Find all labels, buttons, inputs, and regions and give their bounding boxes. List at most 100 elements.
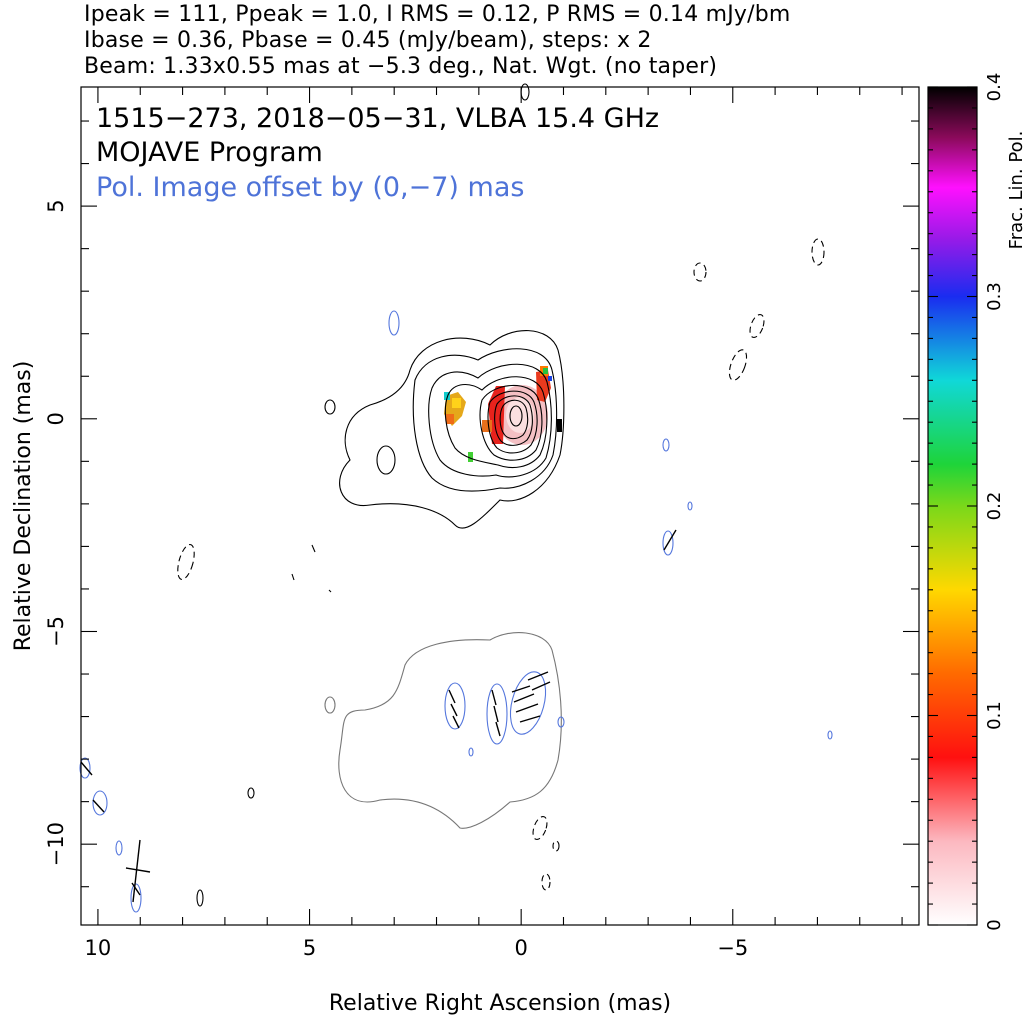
y-tick-label: −5: [44, 616, 68, 647]
pol-total-island: [324, 696, 336, 714]
pol-flux-contours: [79, 310, 833, 913]
evpa-ticks: [80, 529, 677, 903]
pol-contour-10: [827, 730, 833, 740]
neg-contour-3: [811, 238, 825, 266]
pol-contour-4: [557, 716, 565, 728]
pol-contour-9: [662, 530, 674, 556]
pol-contour-14: [79, 757, 91, 779]
pol-contour-2: [486, 683, 508, 745]
evpa-tick: [511, 685, 531, 693]
x-axis-label: Relative Right Ascension (mas): [329, 991, 671, 1016]
evpa-tick: [452, 715, 460, 729]
x-tick-label: 5: [303, 936, 316, 960]
i-contour-5: [479, 384, 543, 461]
neg-contour-2: [693, 262, 707, 282]
evpa-tick: [450, 703, 458, 717]
fpol-patch-west-green: [543, 368, 548, 374]
colorbar-tick-label: 0.1: [984, 701, 1005, 730]
map-subtitle: MOJAVE Program: [96, 137, 323, 168]
fpol-patch-west-blue: [548, 376, 552, 381]
pol-contour-11: [92, 790, 108, 816]
neg-contour-8: [541, 873, 551, 891]
x-tick-label: 10: [85, 936, 112, 960]
fpol-patch-east-knot-orange: [446, 414, 454, 424]
colorbar-label: Frac. Lin. Pol.: [1006, 131, 1027, 250]
y-tick-label: −10: [44, 822, 68, 866]
evpa-tick: [493, 705, 499, 723]
x-tick-label: 0: [514, 936, 527, 960]
pol-contour-3: [509, 671, 547, 735]
header-line-3: Beam: 1.33x0.55 mas at −5.3 deg., Nat. W…: [84, 54, 718, 79]
pol-contour-7: [662, 438, 670, 452]
evpa-tick: [448, 689, 456, 704]
evpa-tick: [131, 882, 141, 896]
i-contour-9: [509, 405, 523, 427]
evpa-tick: [531, 681, 551, 691]
i-contour-4: [444, 376, 548, 469]
neg-contour-4: [749, 313, 765, 339]
i-contour-island-7: [311, 544, 316, 553]
fpol-patch-east-knot-cyan: [444, 392, 450, 400]
pol-total-contour-base: [338, 632, 562, 829]
i-contour-8: [499, 399, 529, 440]
pol-contour-6: [388, 310, 400, 336]
fpol-patch-west: [536, 370, 551, 402]
evpa-tick: [513, 693, 535, 703]
axis-tick-labels: 10 5 0 −5 5 0 −5 −10: [44, 199, 748, 960]
fpol-patch-black-dot: [557, 419, 562, 432]
colorbar-tick-label: 0.3: [984, 282, 1005, 311]
axis-ticks: [81, 87, 919, 925]
pol-contour-1: [444, 682, 466, 730]
neg-contour-5: [728, 349, 748, 381]
pol-offset-note: Pol. Image offset by (0,−7) mas: [96, 172, 524, 203]
neg-contour-7: [552, 840, 560, 852]
y-axis-label: Relative Declination (mas): [11, 361, 36, 652]
pol-contour-12: [115, 840, 123, 856]
i-contour-island-6: [291, 573, 295, 581]
i-contour-3: [428, 363, 552, 478]
i-contour-7: [494, 395, 533, 446]
fpol-patch-band-orange: [482, 420, 492, 432]
i-contour-island-2: [376, 445, 396, 475]
i-contour-island-3: [247, 787, 255, 799]
evpa-tick: [80, 761, 93, 776]
evpa-tick: [92, 799, 105, 813]
evpa-tick: [663, 529, 677, 551]
colorbar-tick-label: 0.4: [984, 73, 1005, 102]
x-tick-label: −5: [717, 936, 748, 960]
colorbar-ticks: 0 0.1 0.2 0.3 0.4: [928, 73, 1005, 931]
negative-contours: [177, 238, 825, 891]
neg-contour-6: [532, 815, 548, 841]
frac-pol-patches: [444, 366, 562, 462]
pol-contour-13: [130, 883, 142, 913]
i-contour-2: [412, 348, 558, 492]
fpol-patch-green-dot: [468, 452, 473, 462]
evpa-tick: [132, 839, 141, 903]
evpa-tick: [491, 689, 497, 706]
colorbar-tick-label: 0.2: [984, 492, 1005, 521]
i-contour-base: [339, 330, 565, 529]
plot-frame: [80, 86, 920, 926]
evpa-tick: [495, 721, 501, 737]
colorbar-tick-label: 0: [984, 919, 1005, 930]
header-line-1: Ipeak = 111, Ppeak = 1.0, I RMS = 0.12, …: [84, 2, 791, 27]
evpa-tick: [519, 715, 541, 723]
i-contour-island-1: [324, 399, 336, 415]
map-title: 1515−273, 2018−05−31, VLBA 15.4 GHz: [96, 103, 659, 134]
pol-contour-8: [687, 501, 693, 511]
y-tick-label: 0: [44, 412, 68, 425]
i-contour-island-4: [196, 889, 204, 907]
evpa-tick: [515, 703, 539, 713]
neg-contour-1: [177, 543, 195, 581]
header-line-2: Ibase = 0.36, Pbase = 0.45 (mJy/beam), s…: [84, 28, 652, 53]
y-tick-label: 5: [44, 199, 68, 212]
pol-contour-5: [468, 747, 474, 757]
i-contour-6: [487, 390, 538, 454]
i-contour-island-8: [328, 589, 332, 593]
evpa-tick: [125, 867, 151, 873]
fpol-patch-east-knot-yellow: [452, 398, 461, 408]
stokes-i-contours: [196, 83, 565, 907]
evpa-tick: [527, 671, 549, 681]
pol-total-contours: [324, 632, 562, 829]
